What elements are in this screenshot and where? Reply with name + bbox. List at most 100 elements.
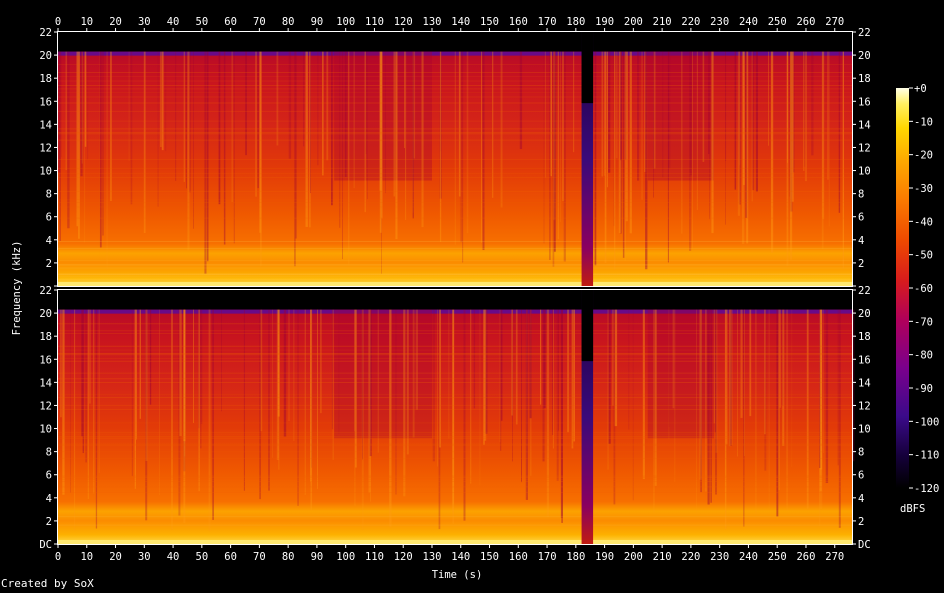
spectral-striation (552, 309, 554, 436)
harmonic-line (58, 140, 852, 142)
spectral-striation (439, 51, 442, 199)
harmonic-line (58, 405, 852, 406)
x-tick-label: 10 (80, 551, 93, 563)
spectral-striation (546, 309, 550, 518)
spectral-striation (668, 309, 670, 440)
spectral-striation (82, 309, 84, 454)
spectral-striation (412, 51, 414, 213)
spectral-striation (283, 309, 287, 437)
y-tick-label: 22 (858, 285, 871, 297)
spectral-striation (604, 51, 607, 263)
spectral-striation (134, 309, 136, 451)
spectral-striation (183, 51, 185, 182)
spectral-striation (768, 309, 770, 510)
spectral-striation (178, 309, 181, 516)
spectral-striation (294, 51, 296, 267)
spectral-striation (811, 51, 814, 156)
spectral-striation (462, 51, 464, 263)
x-tick-label: 190 (595, 551, 614, 563)
spectral-striation (395, 51, 398, 240)
spectral-striation (709, 51, 710, 220)
spectral-striation (193, 309, 194, 424)
spectral-striation (361, 309, 364, 530)
spectral-striation (403, 309, 406, 497)
harmonic-line (58, 280, 852, 282)
spectral-striation (452, 309, 455, 524)
spectral-striation (354, 309, 356, 506)
harmonic-line (58, 202, 852, 203)
spectral-striation (526, 309, 528, 498)
spectral-striation (806, 309, 809, 509)
spectral-striation (838, 309, 841, 528)
spectral-striation (557, 51, 559, 240)
y-tick-label: 8 (46, 189, 52, 201)
spectral-striation (519, 51, 523, 150)
harmonic-line (58, 260, 852, 261)
harmonic-line (58, 190, 852, 192)
spectral-striation (276, 309, 279, 460)
x-tick-label: 240 (739, 16, 758, 28)
spectral-striation (614, 51, 616, 270)
x-tick-label: 200 (624, 16, 643, 28)
harmonic-line (58, 131, 852, 133)
harmonic-line (58, 353, 852, 355)
panel-border (57, 31, 853, 287)
spectral-striation (332, 309, 334, 460)
spectral-striation (84, 51, 86, 243)
x-tick-label: 60 (224, 16, 237, 28)
harmonic-line (58, 397, 852, 399)
spectral-striation (715, 309, 717, 495)
spectral-striation (689, 51, 692, 176)
spectral-striation (823, 309, 824, 454)
spectral-striation (724, 309, 727, 530)
spectral-striation (613, 309, 616, 505)
spectral-striation (755, 309, 757, 514)
y-tick-label: DC (858, 539, 871, 551)
spectral-striation (412, 51, 414, 219)
x-tick-label: 250 (768, 551, 787, 563)
harmonic-line (58, 279, 852, 281)
spectral-striation (543, 309, 546, 409)
y-tick-label: 8 (46, 447, 52, 459)
spectral-striation (406, 309, 409, 455)
spectral-striation (412, 309, 415, 438)
spectral-striation (752, 51, 755, 191)
spectral-striation (729, 309, 732, 447)
colorbar-tick-label: -100 (914, 416, 939, 428)
spectral-striation (364, 51, 366, 213)
harmonic-line (58, 349, 852, 351)
spectral-striation (145, 309, 148, 462)
x-tick-label: 40 (167, 16, 180, 28)
spectral-striation (354, 309, 356, 432)
spectral-striation (161, 51, 164, 151)
spectral-striation (594, 51, 597, 266)
harmonic-line (58, 330, 852, 332)
spectral-striation (715, 309, 718, 453)
harmonic-line (58, 96, 852, 98)
spectral-striation (620, 51, 622, 161)
spectral-striation (571, 309, 574, 449)
spectral-striation (751, 51, 753, 202)
spectral-striation (827, 51, 829, 180)
harmonic-line (58, 102, 852, 104)
x-tick-label: 190 (595, 16, 614, 28)
spectral-striation (562, 51, 564, 202)
harmonic-line (58, 88, 852, 90)
x-tick-label: 170 (538, 551, 557, 563)
spectral-striation (452, 309, 455, 513)
y-tick-label: 12 (858, 400, 871, 412)
spectral-striation (611, 309, 614, 406)
spectral-striation (624, 51, 626, 261)
spectral-striation (102, 51, 104, 236)
spectral-striation (481, 51, 483, 243)
spectral-striation (175, 51, 177, 181)
spectral-striation (644, 51, 647, 173)
spectral-striation (725, 51, 727, 162)
spectral-striation (277, 309, 280, 417)
y-tick-label: 2 (46, 258, 52, 270)
x-tick-label: 70 (253, 16, 266, 28)
spectral-striation (338, 309, 340, 435)
x-tick-label: 20 (109, 16, 122, 28)
colorbar-tick-label: -20 (914, 150, 933, 162)
spectral-striation (567, 309, 570, 433)
